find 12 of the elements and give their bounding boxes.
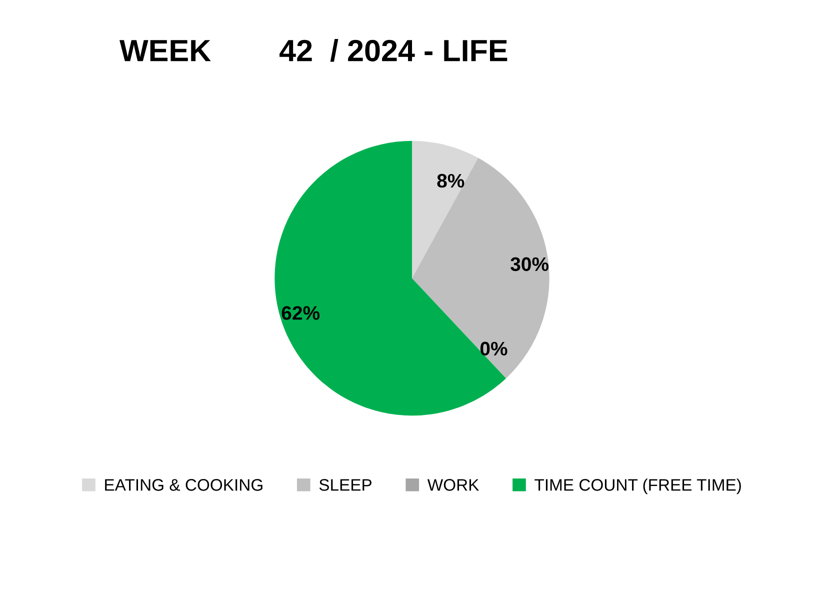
data-label: 8% — [437, 174, 464, 188]
data-label: 30% — [510, 257, 549, 272]
data-label: 62% — [282, 306, 320, 320]
legend-label: EATING & COOKING — [105, 479, 262, 491]
legend-label: WORK — [427, 479, 480, 491]
pie-slice — [274, 140, 506, 416]
pie-slice — [412, 158, 550, 378]
chart-title: WEEK 42 / 2024 - LIFE — [120, 39, 508, 62]
text: 0% — [480, 342, 508, 356]
pie-slice — [412, 140, 478, 278]
legend-label: SLEEP — [319, 479, 372, 491]
legend-label: TIME COUNT (FREE TIME) — [534, 478, 741, 494]
